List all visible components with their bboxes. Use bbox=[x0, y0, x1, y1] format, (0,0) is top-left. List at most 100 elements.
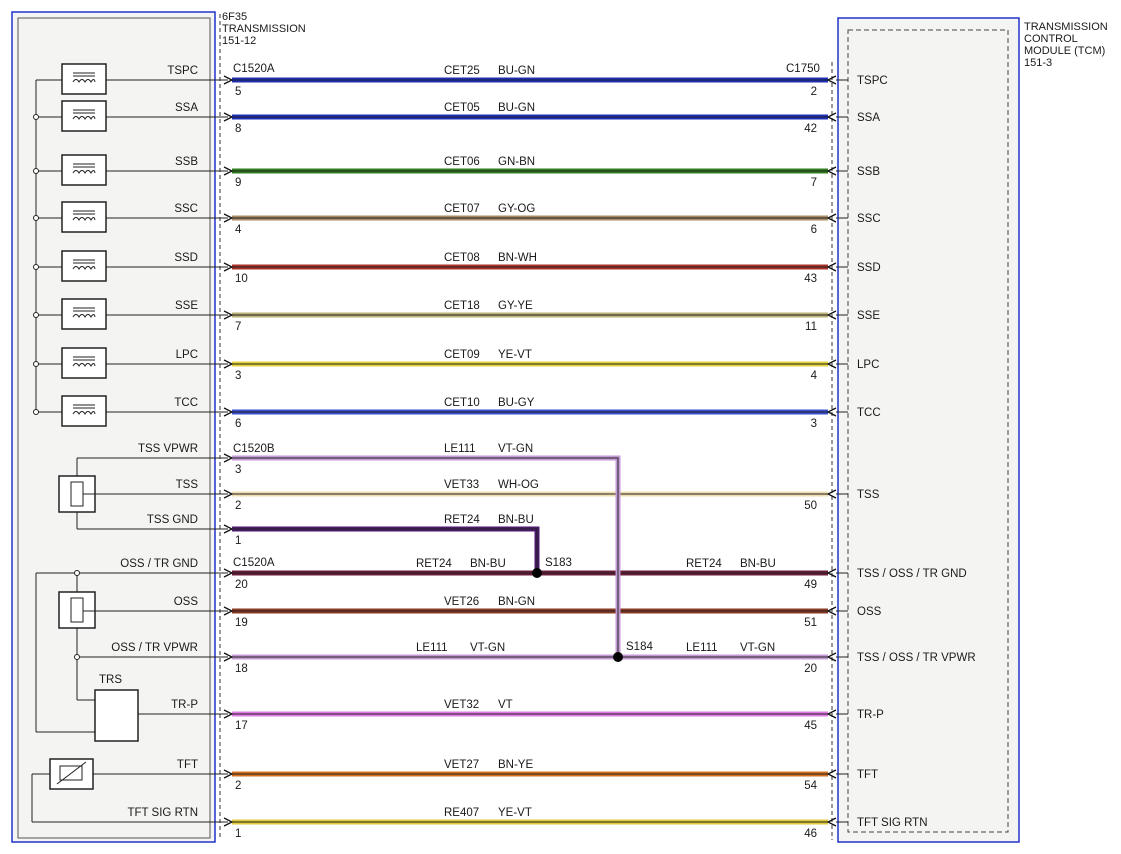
right-terminal-arrow-icon bbox=[826, 262, 837, 272]
wire-color-code: BN-WH bbox=[498, 252, 537, 264]
left-signal-label: TSS bbox=[176, 479, 199, 491]
right-pin-number: 20 bbox=[804, 663, 817, 675]
left-terminal-arrow-icon bbox=[223, 769, 234, 779]
left-pin-number: 1 bbox=[235, 828, 241, 840]
circuit-number: RET24 bbox=[416, 558, 452, 570]
circuit-row: TSPC 5 2 CET25 BU-GN TSPC bbox=[167, 65, 887, 98]
wire-color-code: BU-GN bbox=[498, 102, 535, 114]
right-terminal-arrow-icon bbox=[826, 606, 837, 616]
left-pin-number: 5 bbox=[235, 86, 241, 98]
oss-sensor bbox=[35, 572, 228, 733]
trs-switch: TRS bbox=[94, 674, 228, 742]
right-terminal-arrow-icon bbox=[826, 489, 837, 499]
right-pin-number: 3 bbox=[811, 418, 817, 430]
splice-s183-dot bbox=[532, 568, 542, 578]
tcm-signal-label: TR-P bbox=[857, 709, 884, 721]
tcm-signal-label: SSA bbox=[857, 112, 880, 124]
circuit-row: SSB 9 7 CET06 GN-BN SSB bbox=[175, 156, 880, 189]
tcm-signal-label: TSPC bbox=[857, 75, 888, 87]
circuit-row: LPC 3 4 CET09 YE-VT LPC bbox=[176, 349, 880, 382]
wire-color-code: BN-BU bbox=[498, 514, 534, 526]
right-pin-number: 45 bbox=[804, 720, 817, 732]
left-signal-label: TFT SIG RTN bbox=[128, 807, 199, 819]
left-signal-label: OSS / TR GND bbox=[120, 558, 198, 570]
left-signal-label: TSS GND bbox=[147, 514, 198, 526]
solenoid-icon bbox=[33, 250, 228, 282]
left-terminal-arrow-icon bbox=[223, 817, 234, 827]
left-terminal-arrow-icon bbox=[223, 359, 234, 369]
left-terminal-arrow-icon bbox=[223, 112, 234, 122]
wire-color-code: BU-GN bbox=[498, 65, 535, 77]
transmission-component: 6F35 TRANSMISSION 151-12 bbox=[11, 11, 306, 843]
circuit-number: CET05 bbox=[444, 102, 480, 114]
right-pin-number: 7 bbox=[811, 177, 817, 189]
right-terminal-arrow-icon bbox=[826, 407, 837, 417]
solenoid-icon bbox=[33, 347, 228, 379]
wire-color-code: YE-VT bbox=[498, 349, 532, 361]
circuit-number: CET06 bbox=[444, 156, 480, 168]
connector-c1520a-top: C1520A bbox=[233, 63, 275, 75]
circuit-number: CET09 bbox=[444, 349, 480, 361]
tcm-component: TRANSMISSION CONTROL MODULE (TCM) 151-3 bbox=[831, 17, 1108, 843]
transmission-title-line-2: TRANSMISSION bbox=[222, 23, 306, 35]
tcm-title-line-4: 151-3 bbox=[1024, 57, 1052, 69]
right-terminal-arrow-icon bbox=[826, 112, 837, 122]
left-terminal-arrow-icon bbox=[223, 407, 234, 417]
circuit-number-right: RET24 bbox=[686, 558, 722, 570]
transmission-title-line-1: 6F35 bbox=[222, 11, 247, 23]
left-pin-number: 9 bbox=[235, 177, 241, 189]
trs-label: TRS bbox=[99, 674, 122, 686]
left-terminal-arrow-icon bbox=[223, 310, 234, 320]
right-terminal-arrow-icon bbox=[826, 652, 837, 662]
circuit-row: SSA 8 42 CET05 BU-GN SSA bbox=[175, 102, 880, 135]
wire-color-code-right: VT-GN bbox=[740, 642, 775, 654]
splice-s183-label: S183 bbox=[545, 557, 572, 569]
right-pin-number: 46 bbox=[804, 828, 817, 840]
right-terminal-arrow-icon bbox=[826, 568, 837, 578]
left-signal-label: TCC bbox=[174, 397, 198, 409]
left-terminal-arrow-icon bbox=[223, 213, 234, 223]
circuit-row: TCC 6 3 CET10 BU-GY TCC bbox=[174, 397, 880, 430]
circuit-number: VET33 bbox=[444, 479, 479, 491]
circuit-number: VET27 bbox=[444, 759, 479, 771]
circuit-row: TR-P 17 45 VET32 VT TR-P bbox=[171, 699, 884, 732]
right-pin-number: 2 bbox=[811, 86, 817, 98]
right-pin-number: 54 bbox=[804, 780, 817, 792]
left-pin-number: 18 bbox=[235, 663, 248, 675]
right-pin-number: 4 bbox=[811, 370, 818, 382]
left-pin-number: 2 bbox=[235, 780, 241, 792]
wire-color-code: BN-YE bbox=[498, 759, 533, 771]
tcm-signal-label: SSD bbox=[857, 262, 881, 274]
left-signal-label: SSD bbox=[174, 252, 198, 264]
wire-color-code: VT-GN bbox=[470, 642, 505, 654]
circuit-number-right: LE111 bbox=[686, 642, 718, 654]
right-terminal-arrow-icon bbox=[826, 769, 837, 779]
circuit-number: CET08 bbox=[444, 252, 480, 264]
right-pin-number: 50 bbox=[804, 500, 817, 512]
circuit-row: SSD 10 43 CET08 BN-WH SSD bbox=[174, 252, 880, 285]
right-terminal-arrow-icon bbox=[826, 709, 837, 719]
tcm-title-line-2: CONTROL bbox=[1024, 33, 1078, 45]
wire-color-code: YE-VT bbox=[498, 807, 532, 819]
left-pin-number: 6 bbox=[235, 418, 241, 430]
wire-color-code: GY-OG bbox=[498, 203, 535, 215]
tcm-signal-label: TSS bbox=[857, 489, 880, 501]
left-terminal-arrow-icon bbox=[223, 262, 234, 272]
left-signal-label: TFT bbox=[177, 759, 198, 771]
circuit-number: VET26 bbox=[444, 596, 479, 608]
left-terminal-arrow-icon bbox=[223, 568, 234, 578]
left-signal-label: OSS bbox=[174, 596, 199, 608]
wire-color-code: BN-GN bbox=[498, 596, 535, 608]
circuit-number: CET07 bbox=[444, 203, 480, 215]
tcm-signal-label: SSB bbox=[857, 166, 880, 178]
right-pin-number: 42 bbox=[804, 123, 817, 135]
connector-c1750: C1750 bbox=[786, 63, 820, 75]
circuit-row: TSS 2 50 VET33 WH-OG TSS bbox=[176, 479, 880, 512]
circuit-number: LE111 bbox=[444, 443, 476, 455]
right-pin-number: 49 bbox=[804, 579, 817, 591]
left-pin-number: 17 bbox=[235, 720, 248, 732]
left-pin-number: 8 bbox=[235, 123, 241, 135]
right-terminal-arrow-icon bbox=[826, 213, 837, 223]
left-signal-label: OSS / TR VPWR bbox=[111, 642, 198, 654]
left-signal-label: TSS VPWR bbox=[138, 443, 198, 455]
